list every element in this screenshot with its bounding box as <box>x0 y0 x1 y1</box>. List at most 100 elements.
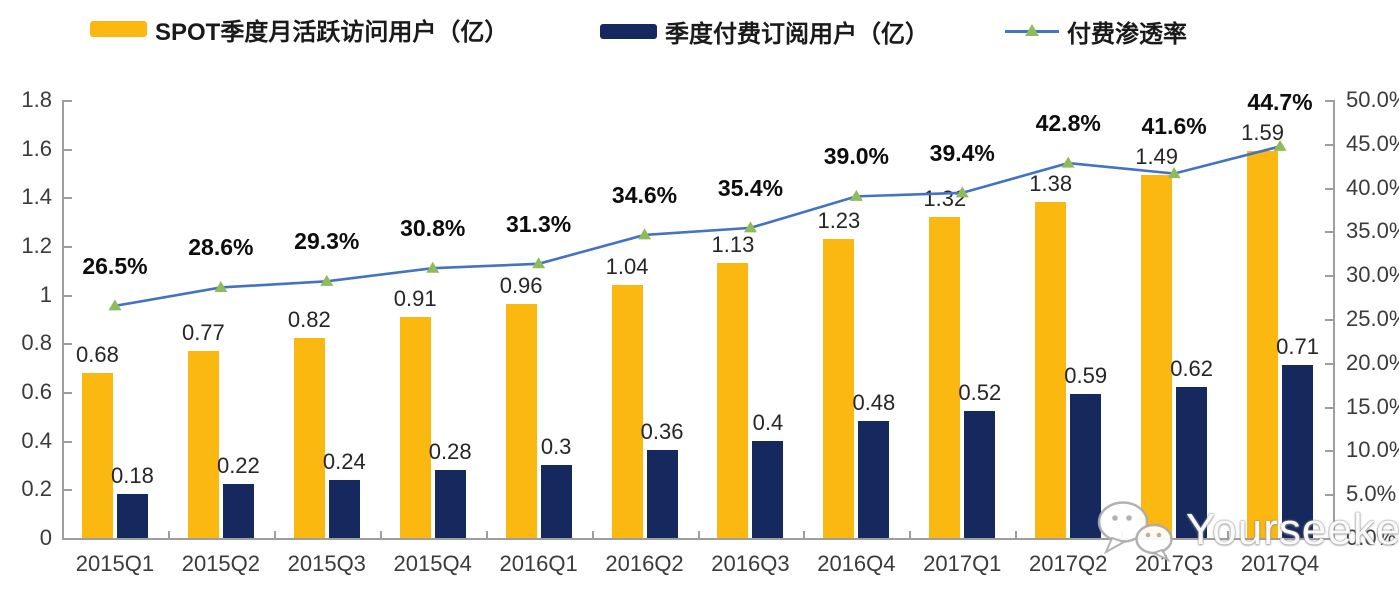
y-axis-right-tick <box>1325 406 1333 409</box>
x-axis-tick <box>167 531 170 538</box>
y-axis-left-tick <box>64 343 72 346</box>
cropped-bar-fragment <box>95 0 137 7</box>
bar-mau-2016Q4 <box>823 238 855 538</box>
y-axis-left-tick <box>64 197 72 200</box>
triangle-marker-2016Q1 <box>532 257 546 269</box>
x-axis-label: 2016Q3 <box>711 551 790 576</box>
legend-item-mau: SPOT季度月活跃访问用户（亿） <box>90 12 508 46</box>
y-axis-left-line <box>62 100 64 538</box>
bar-subscribers-2016Q2 <box>646 450 678 538</box>
y-axis-left-tick <box>64 392 72 394</box>
bar-label-mau: 1.04 <box>605 253 649 279</box>
x-axis-label: 2015Q4 <box>393 551 472 576</box>
x-axis-label: 2015Q1 <box>75 551 155 576</box>
x-axis-label: 2015Q3 <box>287 551 366 576</box>
y-axis-right-tick <box>1325 319 1333 321</box>
bar-label-subscribers: 0.28 <box>428 438 472 464</box>
bar-mau-2015Q2 <box>187 350 219 538</box>
bar-label-mau: 0.77 <box>181 319 225 345</box>
y-axis-right-label: 30.0% <box>1346 262 1399 288</box>
percent-label-2017Q2: 42.8% <box>1035 110 1101 137</box>
y-axis-right-tick <box>1325 187 1333 190</box>
bar-mau-2016Q1 <box>505 304 537 538</box>
bar-label-mau: 1.49 <box>1135 144 1179 170</box>
watermark-text: Yourseeker <box>1186 505 1399 554</box>
y-axis-right-tick <box>1325 494 1333 497</box>
x-axis-label: 2017Q4 <box>1240 551 1320 576</box>
bar-subscribers-2015Q3 <box>328 479 360 538</box>
x-axis-label: 2017Q3 <box>1134 551 1214 576</box>
bar-label-subscribers: 0.52 <box>958 380 1002 406</box>
y-axis-right-tick <box>1325 100 1333 102</box>
x-axis-label: 2016Q1 <box>499 551 578 576</box>
bar-label-subscribers: 0.36 <box>640 419 684 445</box>
bar-label-mau: 1.38 <box>1029 171 1073 197</box>
y-axis-left-label: 0.2 <box>21 476 52 502</box>
y-axis-left-tick <box>64 148 72 151</box>
bar-subscribers-2017Q4 <box>1282 365 1314 538</box>
legend-item-penetration: 付费渗透率 <box>1005 14 1187 48</box>
x-axis-label: 2017Q1 <box>923 551 1002 576</box>
x-axis-tick <box>909 531 912 538</box>
bar-subscribers-2016Q3 <box>752 440 784 538</box>
bar-label-subscribers: 0.62 <box>1170 356 1214 382</box>
y-axis-right-tick <box>1325 275 1333 278</box>
bar-label-subscribers: 0.59 <box>1064 363 1108 389</box>
y-axis-right-tick <box>1325 143 1333 146</box>
bar-subscribers-2017Q1 <box>964 411 996 538</box>
y-axis-left-tick <box>64 489 72 492</box>
legend-swatch-penetration <box>1005 23 1059 39</box>
bar-label-subscribers: 0.71 <box>1276 334 1319 360</box>
wechat-icon <box>1097 501 1173 562</box>
y-axis-right-label: 25.0% <box>1346 306 1399 331</box>
y-axis-left-label: 1.6 <box>21 135 52 161</box>
y-axis-right-line <box>1333 100 1335 538</box>
bar-mau-2016Q3 <box>717 263 749 538</box>
percent-label-2017Q1: 39.4% <box>929 139 995 166</box>
triangle-marker-2017Q2 <box>1061 156 1075 168</box>
x-axis-tick <box>485 531 488 538</box>
triangle-marker-2016Q2 <box>638 228 652 240</box>
triangle-marker-2015Q3 <box>320 274 334 286</box>
y-axis-left-label: 0.4 <box>21 427 52 453</box>
x-axis-label: 2016Q4 <box>817 551 896 576</box>
bar-subscribers-2015Q1 <box>116 494 148 538</box>
x-axis-tick <box>591 531 594 538</box>
bar-mau-2015Q3 <box>293 338 325 538</box>
y-axis-left-label: 0.6 <box>21 379 52 404</box>
bar-label-subscribers: 0.3 <box>540 434 572 459</box>
bar-label-mau: 0.91 <box>393 285 437 311</box>
y-axis-right-label: 15.0% <box>1346 393 1399 419</box>
bar-subscribers-2015Q4 <box>434 469 466 538</box>
x-axis-line <box>62 538 1335 540</box>
x-axis-tick <box>1227 531 1230 538</box>
triangle-marker-2015Q4 <box>426 261 440 273</box>
y-axis-left-label: 0 <box>39 525 52 550</box>
watermark: Yourseeker <box>1096 498 1399 562</box>
legend-label-mau: SPOT季度月活跃访问用户（亿） <box>155 18 509 46</box>
bar-subscribers-2017Q2 <box>1070 394 1102 538</box>
bar-label-mau: 0.96 <box>499 273 543 299</box>
legend-label-subscribers: 季度付费订阅用户（亿） <box>665 20 929 48</box>
bar-label-mau: 1.23 <box>817 207 861 233</box>
triangle-marker-2015Q2 <box>214 280 228 292</box>
y-axis-right-tick <box>1325 362 1333 365</box>
y-axis-right-label: 35.0% <box>1346 218 1399 244</box>
bar-mau-2016Q2 <box>611 284 643 538</box>
y-axis-right-label: 50.0% <box>1346 87 1399 112</box>
bar-label-subscribers: 0.24 <box>322 448 366 474</box>
bar-subscribers-2017Q3 <box>1176 387 1208 538</box>
y-axis-left-label: 0.8 <box>21 330 52 356</box>
x-axis-tick <box>273 531 276 538</box>
triangle-marker-2016Q4 <box>849 189 863 201</box>
bar-mau-2015Q1 <box>81 372 113 538</box>
bar-mau-2015Q4 <box>399 316 431 538</box>
y-axis-left-label: 1 <box>39 281 52 307</box>
percent-label-2015Q1: 26.5% <box>82 252 148 279</box>
x-axis-tick <box>803 531 806 538</box>
x-axis-label: 2015Q2 <box>181 551 261 576</box>
legend-label-penetration: 付费渗透率 <box>1067 20 1187 48</box>
bar-label-subscribers: 0.4 <box>752 409 784 435</box>
x-axis-label: 2017Q2 <box>1029 551 1108 576</box>
